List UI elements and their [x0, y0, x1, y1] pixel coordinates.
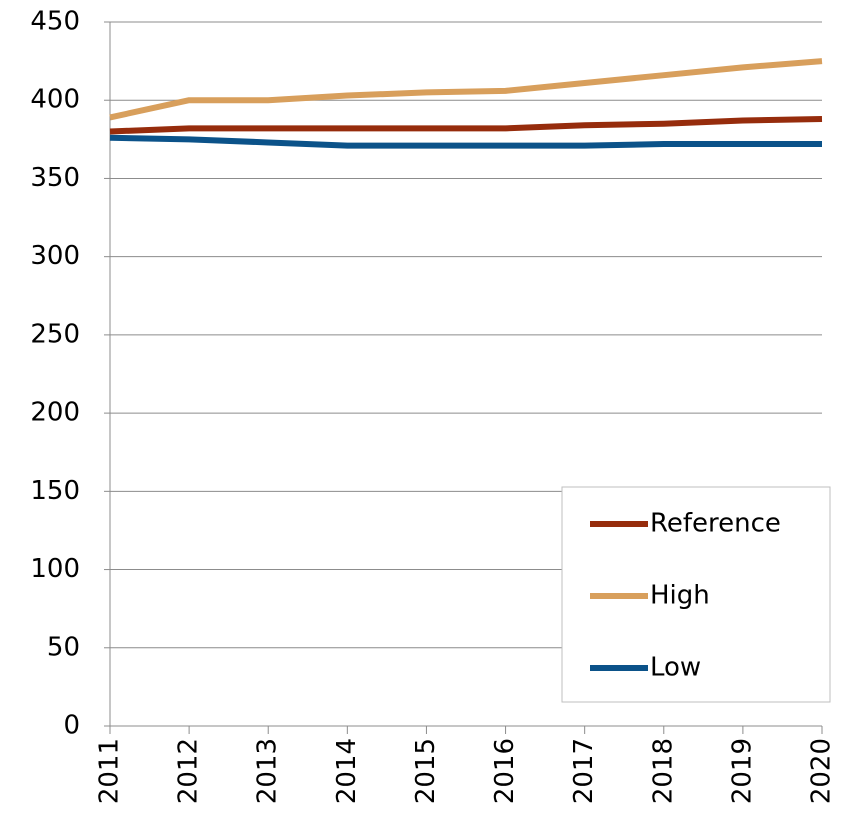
y-tick-label: 100 — [30, 554, 80, 584]
x-tick-label: 2018 — [648, 738, 678, 804]
x-tick-label: 2012 — [174, 738, 204, 804]
y-tick-label: 50 — [47, 632, 80, 662]
series-line — [109, 58, 823, 121]
x-tick-label: 2019 — [727, 738, 757, 804]
legend-label: High — [650, 581, 710, 611]
x-tick-label: 2011 — [95, 738, 125, 804]
series-line — [109, 134, 822, 149]
x-tick-label: 2013 — [253, 738, 283, 804]
y-tick-label: 450 — [30, 7, 80, 37]
x-tick-label: 2017 — [569, 738, 599, 804]
legend-label: Low — [650, 653, 701, 683]
y-tick-label: 350 — [30, 163, 80, 193]
x-tick-label: 2015 — [411, 738, 441, 804]
y-tick-label: 200 — [30, 398, 80, 428]
x-tick-label: 2016 — [490, 738, 520, 804]
y-tick-label: 250 — [30, 319, 80, 349]
y-tick-label: 300 — [30, 241, 80, 271]
y-tick-label: 150 — [30, 476, 80, 506]
y-tick-label: 0 — [63, 711, 80, 741]
series-line — [109, 115, 823, 135]
x-tick-label: 2020 — [807, 738, 837, 804]
x-tick-label: 2014 — [332, 738, 362, 804]
legend-label: Reference — [650, 509, 781, 539]
y-tick-label: 400 — [30, 85, 80, 115]
